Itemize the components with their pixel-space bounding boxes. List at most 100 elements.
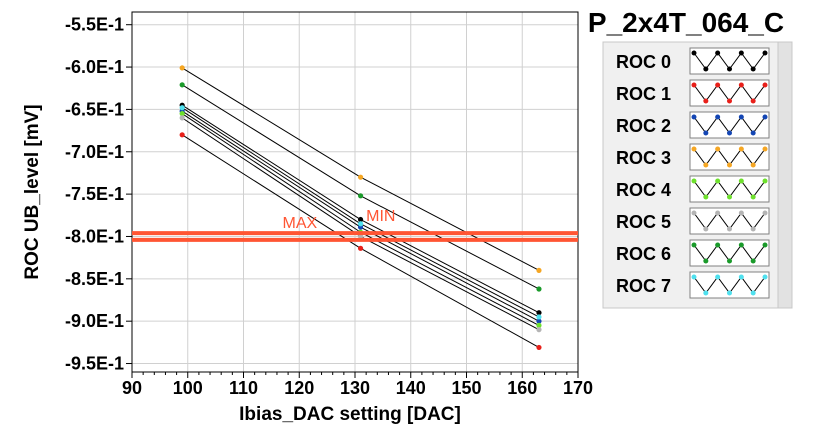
ref-label-min: MIN xyxy=(366,208,395,225)
legend-marker-roc-6 xyxy=(703,258,709,264)
legend-marker-roc-3 xyxy=(691,146,697,152)
legend-marker-roc-3 xyxy=(762,146,768,152)
legend-marker-roc-2 xyxy=(691,114,697,120)
legend-marker-roc-0 xyxy=(715,50,721,56)
x-tick-label: 150 xyxy=(451,378,481,398)
data-point-roc-7 xyxy=(536,314,542,320)
x-tick-label: 130 xyxy=(340,378,370,398)
data-point-roc-0 xyxy=(536,310,542,316)
legend-marker-roc-4 xyxy=(762,178,768,184)
legend-marker-roc-1 xyxy=(750,98,756,104)
data-point-roc-4 xyxy=(536,322,542,329)
legend-marker-roc-4 xyxy=(715,178,721,184)
legend-marker-roc-2 xyxy=(703,130,709,136)
x-tick-label: 120 xyxy=(284,378,314,398)
legend-marker-roc-2 xyxy=(727,130,732,136)
legend-marker-roc-1 xyxy=(703,98,709,104)
legend-marker-roc-5 xyxy=(691,210,697,216)
legend-marker-roc-6 xyxy=(715,242,721,248)
legend-marker-roc-3 xyxy=(715,146,721,152)
legend-marker-roc-7 xyxy=(762,274,768,280)
module-title: P_2x4T_064_C xyxy=(588,7,784,38)
x-tick-label: 100 xyxy=(173,378,203,398)
data-point-roc-0 xyxy=(357,216,364,223)
y-tick-label: -9.0E-1 xyxy=(65,311,124,331)
legend-marker-roc-1 xyxy=(715,82,721,88)
ref-label-max: MAX xyxy=(283,215,318,232)
legend-marker-roc-0 xyxy=(762,50,768,56)
legend-label-roc-1: ROC 1 xyxy=(616,84,671,104)
data-point-roc-6 xyxy=(179,82,185,88)
legend-marker-roc-3 xyxy=(750,162,756,168)
data-point-roc-7 xyxy=(357,221,364,227)
legend-marker-roc-4 xyxy=(750,194,756,200)
y-tick-label: -7.5E-1 xyxy=(65,184,124,204)
legend-marker-roc-2 xyxy=(762,114,768,120)
legend-marker-roc-5 xyxy=(750,226,756,232)
x-tick-label: 90 xyxy=(122,378,142,398)
legend-marker-roc-5 xyxy=(738,210,744,216)
y-tick-label: -5.5E-1 xyxy=(65,15,124,35)
legend-label-roc-0: ROC 0 xyxy=(616,52,671,72)
legend-marker-roc-7 xyxy=(727,290,732,296)
grid xyxy=(131,12,579,372)
data-point-roc-5 xyxy=(536,327,542,333)
y-tick-label: -6.5E-1 xyxy=(65,99,124,119)
y-tick-label: -8.0E-1 xyxy=(65,226,124,246)
legend-label-roc-7: ROC 7 xyxy=(616,276,671,296)
y-tick-label: -7.0E-1 xyxy=(65,142,124,162)
legend-marker-roc-2 xyxy=(715,114,721,120)
reference-lines: MAX MIN xyxy=(132,208,578,242)
legend-marker-roc-1 xyxy=(738,82,744,88)
x-tick-label: 160 xyxy=(507,378,537,398)
x-axis-title: Ibias_DAC setting [DAC] xyxy=(239,404,461,425)
data-point-roc-6 xyxy=(536,286,542,292)
x-tick-label: 110 xyxy=(229,378,258,398)
legend-marker-roc-5 xyxy=(762,210,768,216)
legend-marker-roc-7 xyxy=(715,274,721,280)
legend-marker-roc-1 xyxy=(691,82,697,88)
legend-marker-roc-0 xyxy=(727,66,732,72)
data-series xyxy=(179,65,542,351)
y-axis-title: ROC UB_level [mV] xyxy=(22,104,43,279)
legend-marker-roc-2 xyxy=(738,114,744,120)
legend-marker-roc-7 xyxy=(703,290,709,296)
legend-marker-roc-6 xyxy=(738,242,744,248)
data-point-roc-1 xyxy=(536,344,542,351)
legend-marker-roc-3 xyxy=(703,162,709,168)
legend-label-roc-2: ROC 2 xyxy=(616,116,671,136)
legend-marker-roc-7 xyxy=(691,274,697,280)
legend-label-roc-6: ROC 6 xyxy=(616,244,671,264)
series-line-roc-6 xyxy=(181,84,540,290)
legend-marker-roc-7 xyxy=(738,274,744,280)
data-point-roc-5 xyxy=(357,233,364,240)
legend-marker-roc-3 xyxy=(738,146,744,152)
data-point-roc-2 xyxy=(536,318,542,324)
y-tick-label: -6.0E-1 xyxy=(65,57,124,77)
legend-marker-roc-1 xyxy=(727,98,732,104)
data-point-roc-7 xyxy=(179,105,185,111)
y-tick-label: -8.5E-1 xyxy=(65,269,124,289)
legend-scrollbar[interactable] xyxy=(777,41,793,309)
legend-marker-roc-1 xyxy=(762,82,768,88)
x-tick-label: 170 xyxy=(563,378,593,398)
legend-marker-roc-6 xyxy=(727,258,732,264)
legend-marker-roc-7 xyxy=(750,290,756,296)
legend-swatch-roc-1 xyxy=(689,79,770,107)
data-point-roc-1 xyxy=(179,132,185,138)
data-point-roc-3 xyxy=(179,65,185,71)
legend-label-roc-4: ROC 4 xyxy=(616,180,671,200)
legend-marker-roc-4 xyxy=(703,194,709,200)
x-tick-label: 140 xyxy=(396,378,426,398)
y-tick-label: -9.5E-1 xyxy=(65,354,124,374)
legend-marker-roc-0 xyxy=(691,50,697,56)
data-point-roc-6 xyxy=(357,193,364,199)
legend-marker-roc-5 xyxy=(703,226,709,232)
legend-marker-roc-0 xyxy=(750,66,756,72)
legend-label-roc-3: ROC 3 xyxy=(616,148,671,168)
legend-marker-roc-6 xyxy=(750,258,756,264)
legend-marker-roc-2 xyxy=(750,130,756,136)
legend-marker-roc-4 xyxy=(727,194,732,200)
data-point-roc-3 xyxy=(357,174,364,180)
